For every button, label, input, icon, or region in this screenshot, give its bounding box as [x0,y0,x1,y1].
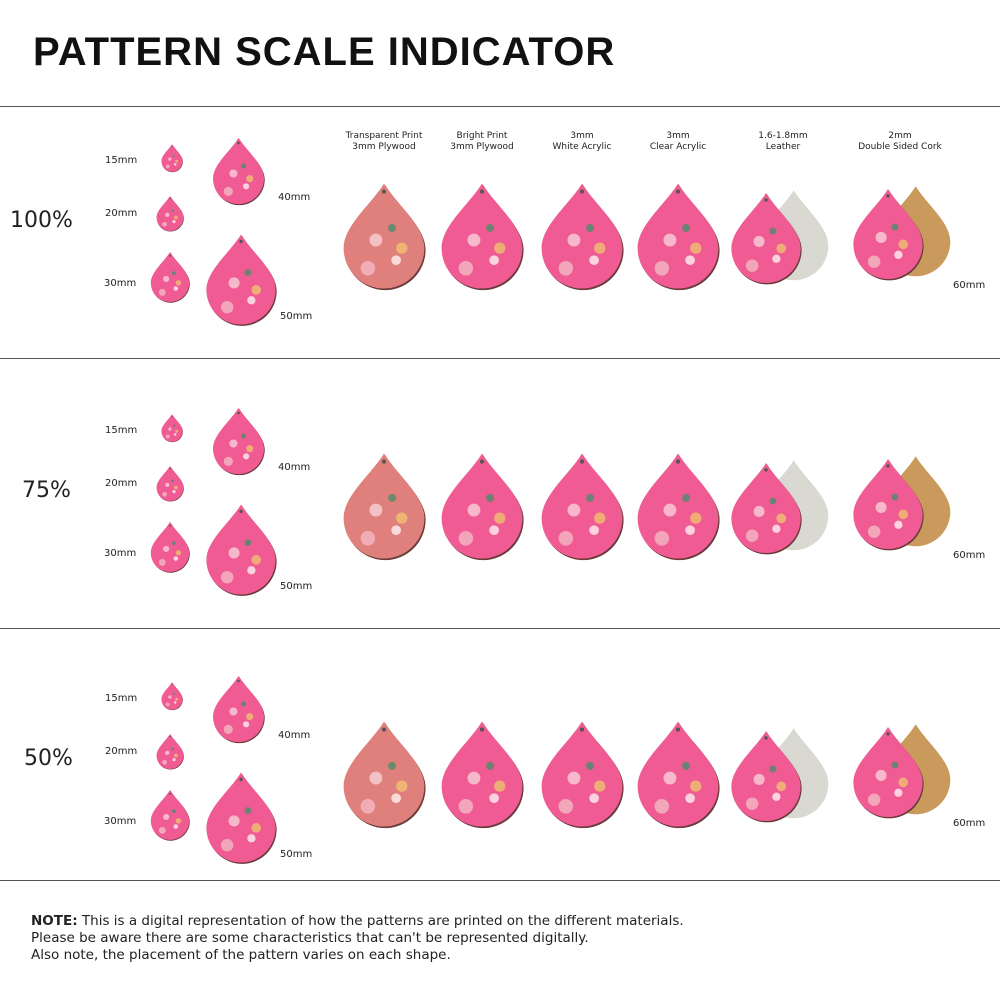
material-line: 1.6-1.8mm [758,131,808,141]
drop-bright-plywood [441,453,524,561]
size-label: 15mm [105,425,138,436]
size-label: 15mm [105,155,138,166]
drop-white-acrylic [541,721,624,829]
material-label: 2mm Double Sided Cork [840,131,960,153]
drop-white-acrylic [541,183,624,291]
size-label: 60mm [953,280,986,291]
material-label: 3mm White Acrylic [522,131,642,153]
material-line: Clear Acrylic [649,142,707,152]
material-line: 3mm Plywood [352,142,416,152]
drop-transparent-plywood [343,183,426,291]
drop-leather [731,190,829,285]
scale-label: 50% [24,746,73,771]
material-label: Bright Print 3mm Plywood [422,131,542,153]
drop-clear-acrylic [637,453,720,561]
scale-label: 75% [22,478,71,503]
note: NOTE: This is a digital representation o… [31,913,684,964]
drop-30mm [150,252,190,303]
drop-leather [731,728,829,823]
material-line: 2mm [888,131,912,141]
drop-20mm [156,466,184,502]
material-line: White Acrylic [552,142,612,152]
material-label: 1.6-1.8mm Leather [723,131,843,153]
drop-bright-plywood [441,721,524,829]
note-line: Also note, the placement of the pattern … [31,947,451,963]
drop-40mm [213,675,265,744]
drop-clear-acrylic [637,721,720,829]
material-line: Transparent Print [345,131,423,141]
size-label: 60mm [953,550,986,561]
drop-15mm [161,682,183,711]
drop-30mm [150,790,190,841]
size-label: 20mm [105,478,138,489]
page-title: PATTERN SCALE INDICATOR [33,30,616,74]
material-line: Leather [765,142,801,152]
note-line: Please be aware there are some character… [31,930,589,946]
scale-label: 100% [10,208,73,233]
drop-clear-acrylic [637,183,720,291]
drop-50mm [206,772,277,864]
drop-bright-plywood [441,183,524,291]
drop-15mm [161,414,183,443]
divider [0,628,1000,629]
size-label: 30mm [104,548,137,559]
drop-50mm [206,234,277,326]
drop-15mm [161,144,183,173]
material-line: 3mm [570,131,594,141]
material-line: Bright Print [456,131,508,141]
size-label: 40mm [278,730,311,741]
size-label: 20mm [105,208,138,219]
divider [0,880,1000,881]
material-label: Transparent Print 3mm Plywood [324,131,444,153]
drop-transparent-plywood [343,453,426,561]
drop-cork [853,186,951,281]
size-label: 30mm [104,816,137,827]
size-label: 60mm [953,818,986,829]
note-label: NOTE: [31,913,78,929]
drop-40mm [213,407,265,476]
size-label: 50mm [280,581,313,592]
drop-40mm [213,137,265,206]
drop-white-acrylic [541,453,624,561]
material-line: 3mm Plywood [450,142,514,152]
drop-20mm [156,734,184,770]
divider [0,106,1000,107]
drop-30mm [150,522,190,573]
size-label: 40mm [278,192,311,203]
size-label: 50mm [280,311,313,322]
drop-leather [731,460,829,555]
note-line: This is a digital representation of how … [77,913,684,929]
material-line: 3mm [666,131,690,141]
drop-transparent-plywood [343,721,426,829]
drop-20mm [156,196,184,232]
material-line: Double Sided Cork [858,142,942,152]
size-label: 40mm [278,462,311,473]
size-label: 30mm [104,278,137,289]
size-label: 20mm [105,746,138,757]
size-label: 50mm [280,849,313,860]
drop-cork [853,724,951,819]
size-label: 15mm [105,693,138,704]
drop-cork [853,456,951,551]
material-label: 3mm Clear Acrylic [618,131,738,153]
divider [0,358,1000,359]
drop-50mm [206,504,277,596]
